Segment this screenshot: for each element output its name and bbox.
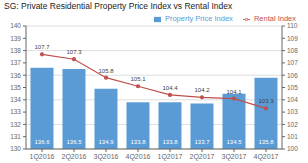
svg-text:134.5: 134.5 [226,139,242,145]
svg-text:101: 101 [287,133,298,140]
svg-text:136.6: 136.6 [34,139,50,145]
svg-text:102: 102 [287,121,298,128]
svg-text:133.8: 133.8 [130,139,146,145]
svg-text:100: 100 [287,145,298,152]
svg-text:139: 139 [10,35,21,42]
svg-text:107.7: 107.7 [34,44,50,50]
svg-text:103.3: 103.3 [258,98,274,104]
svg-text:110: 110 [287,22,298,29]
svg-text:1Q2017: 1Q2017 [158,153,183,161]
svg-text:130: 130 [10,145,21,152]
svg-text:3Q2017: 3Q2017 [222,153,247,161]
svg-text:105.8: 105.8 [98,68,114,74]
svg-text:104.4: 104.4 [162,85,178,91]
svg-text:131: 131 [10,133,21,140]
svg-text:105.1: 105.1 [130,76,146,82]
svg-text:1Q2016: 1Q2016 [30,153,55,161]
svg-text:109: 109 [287,35,298,42]
svg-text:108: 108 [287,47,298,54]
html-text:Property Price Index: Property Price Index [164,14,233,23]
svg-text:2Q2017: 2Q2017 [190,153,215,161]
svg-text:135: 135 [10,84,21,91]
svg-text:2Q2016: 2Q2016 [62,153,87,161]
svg-text:106: 106 [287,72,298,79]
svg-text:134: 134 [10,96,21,103]
html-text:Rental Index: Rental Index [253,14,296,23]
svg-text:4Q2017: 4Q2017 [254,153,279,161]
svg-text:107.3: 107.3 [66,49,82,55]
svg-text:104.2: 104.2 [194,87,210,93]
svg-text:133.7: 133.7 [194,139,210,145]
svg-text:140: 140 [10,22,21,29]
svg-text:134.9: 134.9 [98,139,114,145]
svg-text:133: 133 [10,108,21,115]
svg-text:103: 103 [287,108,298,115]
html-text:SG: Private Residential Proper: SG: Private Residential Property Price I… [4,1,233,11]
svg-text:132: 132 [10,121,21,128]
svg-text:138: 138 [10,47,21,54]
svg-text:104: 104 [287,96,298,103]
svg-text:3Q2016: 3Q2016 [94,153,119,161]
svg-text:133.8: 133.8 [162,139,178,145]
svg-text:105: 105 [287,84,298,91]
svg-text:135.8: 135.8 [258,139,274,145]
svg-text:136: 136 [10,72,21,79]
svg-text:4Q2016: 4Q2016 [126,153,151,161]
svg-text:136.5: 136.5 [66,139,82,145]
svg-text:104.1: 104.1 [226,89,242,95]
svg-text:137: 137 [10,59,21,66]
svg-text:107: 107 [287,59,298,66]
